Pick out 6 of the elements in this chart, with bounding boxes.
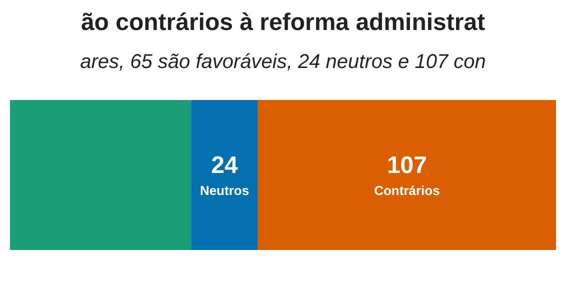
- data-label: 107: [386, 152, 427, 179]
- data-label: 24: [211, 152, 238, 179]
- chart-subtitle: ares, 65 são favoráveis, 24 neutros e 107 con: [80, 51, 486, 73]
- chart-title: ão contrários à reforma administrat: [80, 9, 486, 36]
- series-label: Neutros: [200, 183, 250, 198]
- series-label: Contrários: [374, 183, 440, 198]
